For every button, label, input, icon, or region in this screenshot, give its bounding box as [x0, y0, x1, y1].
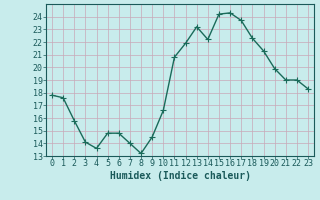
X-axis label: Humidex (Indice chaleur): Humidex (Indice chaleur) [109, 171, 251, 181]
